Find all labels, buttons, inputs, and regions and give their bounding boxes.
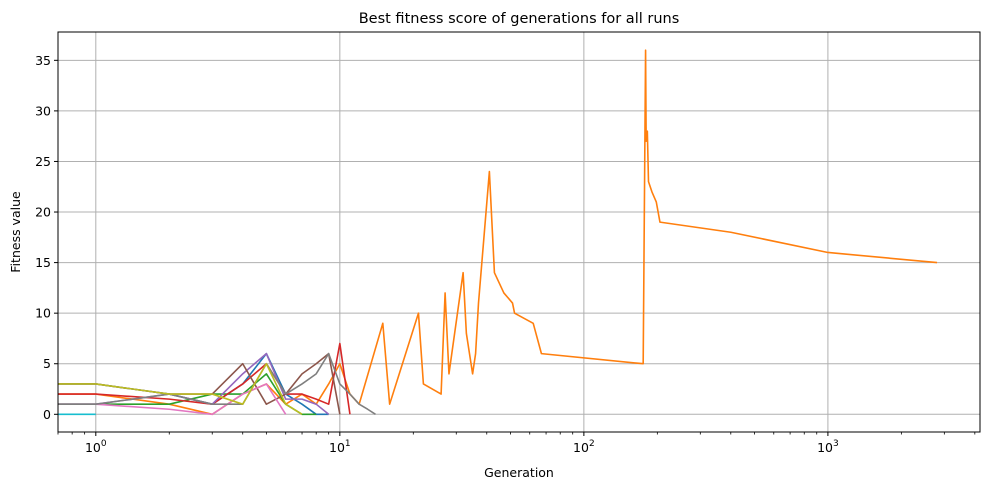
x-tick-label: 103 — [817, 439, 839, 455]
y-tick-label: 10 — [35, 306, 51, 321]
y-tick-label: 35 — [35, 53, 51, 68]
x-tick-exponent: 1 — [345, 439, 351, 449]
y-tick-label: 15 — [35, 255, 51, 270]
x-tick-base: 10 — [573, 440, 589, 455]
y-tick-label: 5 — [43, 356, 51, 371]
x-tick-label: 102 — [573, 439, 595, 455]
x-tick-exponent: 0 — [101, 439, 107, 449]
series-line-8 — [58, 352, 376, 415]
y-tick-label: 0 — [43, 407, 51, 422]
x-tick-base: 10 — [85, 440, 101, 455]
x-tick-label: 101 — [329, 439, 351, 455]
x-tick-label: 100 — [85, 439, 107, 455]
y-tick-label: 25 — [35, 154, 51, 169]
x-tick-exponent: 2 — [589, 439, 595, 449]
chart-title: Best fitness score of generations for al… — [359, 11, 680, 27]
x-tick-base: 10 — [329, 440, 345, 455]
x-tick-exponent: 3 — [833, 439, 839, 449]
plot-frame — [57, 31, 981, 433]
y-tick-label: 30 — [35, 103, 51, 118]
x-axis-label: Generation — [484, 465, 554, 480]
x-tick-base: 10 — [817, 440, 833, 455]
y-tick-label: 20 — [35, 205, 51, 220]
series-line-9 — [58, 362, 303, 415]
grid-lines — [58, 32, 980, 432]
series-lines — [58, 49, 938, 416]
y-axis-label: Fitness value — [8, 191, 23, 273]
